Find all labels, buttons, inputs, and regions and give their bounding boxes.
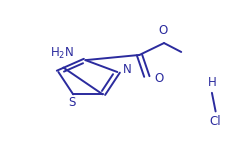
Text: H$_2$N: H$_2$N	[50, 46, 74, 61]
Text: N: N	[123, 63, 131, 76]
Text: S: S	[68, 96, 76, 109]
Text: O: O	[158, 24, 167, 37]
Text: Cl: Cl	[210, 115, 221, 128]
Text: H: H	[207, 76, 216, 89]
Text: O: O	[154, 72, 164, 85]
